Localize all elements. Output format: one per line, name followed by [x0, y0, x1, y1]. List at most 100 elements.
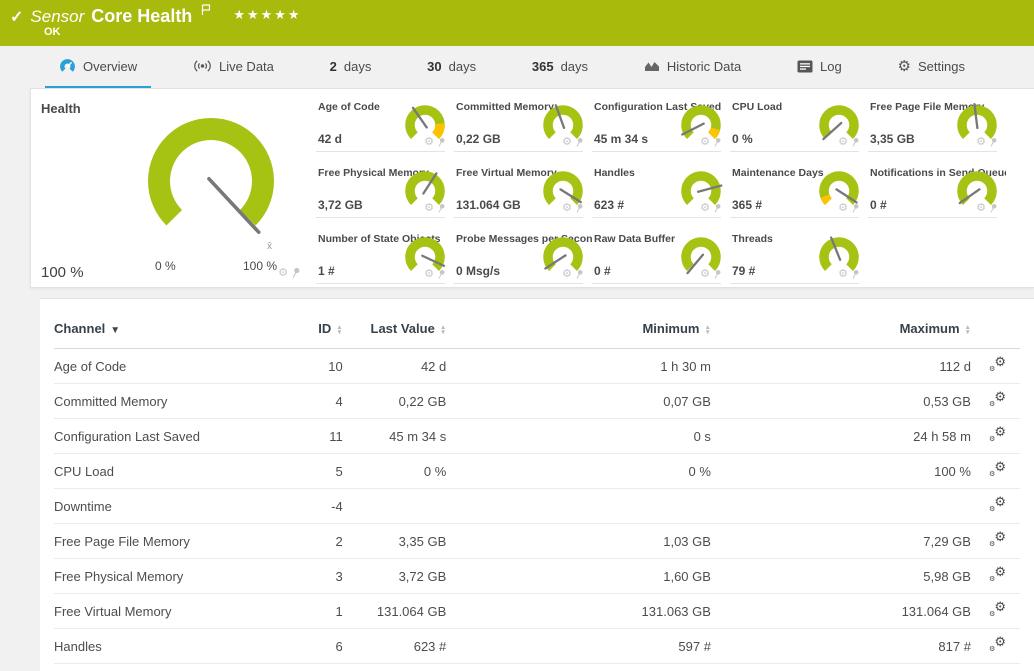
table-row: Downtime -4 ⚙ ⚙	[54, 488, 1020, 524]
gear-icon[interactable]: ⚙	[700, 202, 710, 214]
channel-gauge	[681, 171, 723, 205]
pin-icon[interactable]	[989, 203, 997, 214]
status-check-icon: ✓	[10, 8, 24, 26]
gear-icon[interactable]: ⚙	[700, 136, 710, 148]
column-header-channel[interactable]: Channel ▼	[54, 311, 266, 349]
gauge-tile-value: 365 #	[732, 198, 763, 212]
pin-icon[interactable]	[713, 269, 721, 280]
pin-icon[interactable]	[437, 203, 445, 214]
channel-settings-icon[interactable]: ⚙ ⚙	[989, 424, 1006, 443]
pin-icon[interactable]	[575, 137, 583, 148]
gear-icon[interactable]: ⚙	[562, 136, 572, 148]
channel-gauge	[543, 237, 583, 271]
channel-gauge	[819, 171, 859, 205]
table-row: Free Physical Memory 3 3,72 GB 1,60 GB 5,98 …	[54, 558, 1020, 594]
gear-icon[interactable]: ⚙	[424, 136, 434, 148]
pin-icon[interactable]	[989, 137, 997, 148]
gear-icon[interactable]: ⚙	[838, 202, 848, 214]
gauge-tile: Number of State Objects 1 # ⚙	[316, 221, 454, 287]
cell-max: 0,53 GB	[710, 383, 971, 419]
cell-min: 0 s	[446, 418, 711, 454]
column-label: Maximum	[899, 321, 960, 336]
gauge-tile-name: Free Virtual Memory	[456, 167, 557, 179]
gauge-tile-name: Free Page File Memory	[870, 101, 985, 113]
channel-settings-icon[interactable]: ⚙ ⚙	[989, 494, 1006, 513]
tab-365-days[interactable]: 365 days	[518, 46, 602, 88]
gear-icon[interactable]: ⚙	[562, 202, 572, 214]
cell-min: 597 #	[446, 628, 711, 664]
channel-settings-icon[interactable]: ⚙ ⚙	[989, 564, 1006, 583]
channel-gauge	[405, 237, 446, 271]
gauge-tile-value: 0 %	[732, 132, 753, 146]
priority-stars[interactable]: ★★★★★	[233, 6, 302, 22]
channel-settings-icon[interactable]: ⚙ ⚙	[989, 354, 1006, 373]
tab-overview[interactable]: Overview	[45, 46, 152, 88]
tab-label: Live Data	[218, 58, 274, 74]
gauge-tile-actions: ⚙	[700, 203, 721, 214]
gauge-tile-actions: ⚙	[424, 203, 445, 214]
pin-icon[interactable]	[851, 137, 859, 148]
pin-icon[interactable]	[575, 203, 583, 214]
pin-icon[interactable]	[437, 269, 445, 280]
gauge-tile-value: 45 m 34 s	[594, 132, 649, 146]
gauge-tile-value: 0 Msg/s	[456, 264, 501, 278]
gauge-tile: Maintenance Days 365 # ⚙	[730, 155, 868, 221]
gear-icon[interactable]: ⚙	[838, 268, 848, 280]
gear-icon[interactable]: ⚙	[424, 268, 434, 280]
channel-settings-icon[interactable]: ⚙ ⚙	[989, 634, 1006, 653]
cell-last: 0 %	[342, 453, 447, 489]
sort-both-icon: ▲ ▼	[964, 323, 971, 336]
column-header-id[interactable]: ID ▲ ▼	[265, 311, 343, 349]
gear-icon[interactable]: ⚙	[976, 136, 986, 148]
pin-icon[interactable]	[575, 269, 583, 280]
cell-id: 5	[265, 453, 343, 489]
gauge-tile-actions: ⚙	[976, 137, 997, 148]
broadcast-icon	[194, 60, 211, 72]
pin-icon[interactable]	[851, 269, 859, 280]
gauge-tile-name: Committed Memory	[456, 101, 555, 113]
gauge-tile-actions: ⚙	[838, 269, 859, 280]
pin-icon[interactable]	[291, 267, 300, 279]
pin-icon[interactable]	[713, 137, 721, 148]
tab-settings[interactable]: ⚙ Settings	[884, 46, 979, 88]
channel-settings-icon[interactable]: ⚙ ⚙	[989, 389, 1006, 408]
column-header-max[interactable]: Maximum ▲ ▼	[710, 311, 971, 349]
tab-live-data[interactable]: Live Data	[179, 46, 288, 88]
column-header-min[interactable]: Minimum ▲ ▼	[446, 311, 711, 349]
column-header-last[interactable]: Last Value ▲ ▼	[342, 311, 447, 349]
gauge-tile: Free Virtual Memory 131.064 GB ⚙	[454, 155, 592, 221]
gear-icon[interactable]: ⚙	[562, 268, 572, 280]
tab-2-days[interactable]: 2 days	[316, 46, 386, 88]
cell-id: 4	[265, 383, 343, 419]
gauge-tile-actions: ⚙	[562, 137, 583, 148]
cell-max: 100 %	[710, 663, 971, 671]
gear-icon[interactable]: ⚙	[700, 268, 710, 280]
cell-min: 131.063 GB	[446, 593, 711, 629]
pin-icon[interactable]	[437, 137, 445, 148]
gear-icon[interactable]: ⚙	[424, 202, 434, 214]
cell-max: 5,98 GB	[710, 558, 971, 594]
flag-icon[interactable]	[201, 3, 212, 21]
gear-icon[interactable]: ⚙	[838, 136, 848, 148]
gauge-tile: Raw Data Buffer 0 # ⚙	[592, 221, 730, 287]
cell-channel: Health	[54, 663, 266, 671]
tab-30-days[interactable]: 30 days	[413, 46, 490, 88]
gear-icon[interactable]: ⚙	[278, 266, 288, 279]
channel-settings-icon[interactable]: ⚙ ⚙	[989, 459, 1006, 478]
channel-settings-icon[interactable]: ⚙ ⚙	[989, 599, 1006, 618]
gauge-tile: Free Page File Memory 3,35 GB ⚙	[868, 89, 1006, 155]
gauge-tile-value: 79 #	[732, 264, 756, 278]
pin-icon[interactable]	[713, 203, 721, 214]
tile-separator	[592, 283, 721, 284]
tab-historic-data[interactable]: Historic Data	[630, 46, 755, 88]
pin-icon[interactable]	[851, 203, 859, 214]
tab-log[interactable]: Log	[783, 46, 856, 88]
tile-separator	[316, 151, 445, 152]
channel-gauge	[681, 237, 721, 275]
gauge-tile-value: 1 #	[318, 264, 335, 278]
column-label: Last Value	[370, 321, 435, 336]
gear-icon[interactable]: ⚙	[976, 202, 986, 214]
channel-gauge	[405, 105, 445, 139]
gauge-tile-name: Maintenance Days	[732, 167, 824, 179]
channel-settings-icon[interactable]: ⚙ ⚙	[989, 529, 1006, 548]
